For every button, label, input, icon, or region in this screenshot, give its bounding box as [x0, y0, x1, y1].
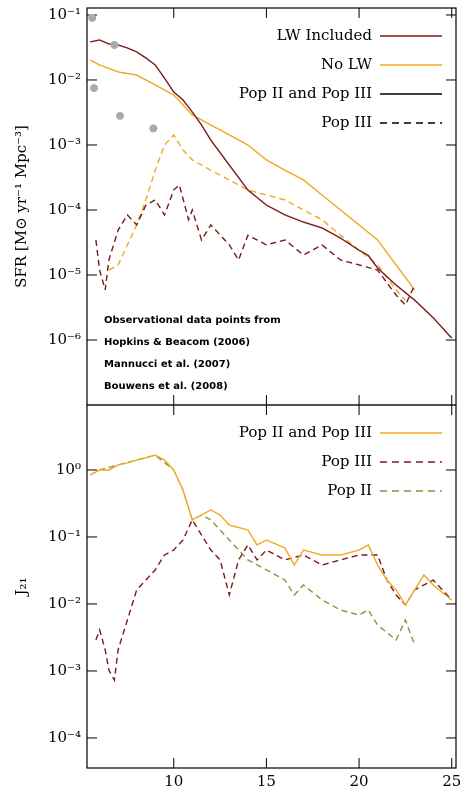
- data-line: [108, 133, 406, 301]
- annotation: Mannucci et al. (2007): [104, 359, 230, 370]
- annotation: Bouwens et al. (2008): [104, 381, 228, 392]
- y-tick-label: 10⁻²: [48, 70, 81, 88]
- data-point: [115, 111, 124, 120]
- data-point: [110, 41, 119, 50]
- data-point: [88, 13, 97, 22]
- y-tick-label: 10⁻⁴: [48, 200, 81, 218]
- annotation: Observational data points from: [104, 315, 281, 326]
- annotation: Hopkins & Beacom (2006): [104, 337, 250, 348]
- plot-frame: [86, 404, 457, 769]
- x-tick-label: 15: [257, 772, 276, 790]
- legend-label: Pop III: [321, 113, 372, 131]
- data-line: [89, 59, 416, 291]
- y-tick-label: 10⁻²: [48, 594, 81, 612]
- legend-label: No LW: [321, 55, 373, 73]
- x-tick-label: 10: [164, 772, 183, 790]
- data-point: [90, 84, 99, 93]
- y-axis-label: J₂₁: [12, 577, 30, 597]
- legend-label: Pop II and Pop III: [239, 84, 372, 102]
- y-tick-label: 10⁻³: [48, 135, 81, 153]
- data-line: [89, 454, 416, 646]
- y-tick-label: 10⁻³: [48, 661, 81, 679]
- y-tick-label: 10⁰: [56, 460, 81, 478]
- legend-label: Pop II and Pop III: [239, 423, 372, 441]
- data-line: [95, 183, 416, 307]
- y-tick-label: 10⁻¹: [48, 5, 81, 23]
- data-line: [90, 39, 453, 339]
- legend-label: Pop II: [327, 481, 372, 499]
- y-tick-label: 10⁻¹: [48, 527, 81, 545]
- x-axis-label: z: [268, 793, 276, 797]
- data-line: [89, 454, 453, 607]
- data-point: [149, 124, 158, 133]
- legend-label: Pop III: [321, 452, 372, 470]
- y-tick-label: 10⁻⁶: [48, 330, 81, 348]
- x-tick-label: 25: [442, 772, 461, 790]
- y-axis-label: SFR [M⊙ yr⁻¹ Mpc⁻³]: [12, 125, 30, 288]
- legend-label: LW Included: [277, 26, 373, 44]
- data-line: [95, 518, 453, 683]
- y-tick-label: 10⁻⁵: [48, 265, 81, 283]
- x-tick-label: 20: [350, 772, 369, 790]
- y-tick-label: 10⁻⁴: [48, 728, 81, 746]
